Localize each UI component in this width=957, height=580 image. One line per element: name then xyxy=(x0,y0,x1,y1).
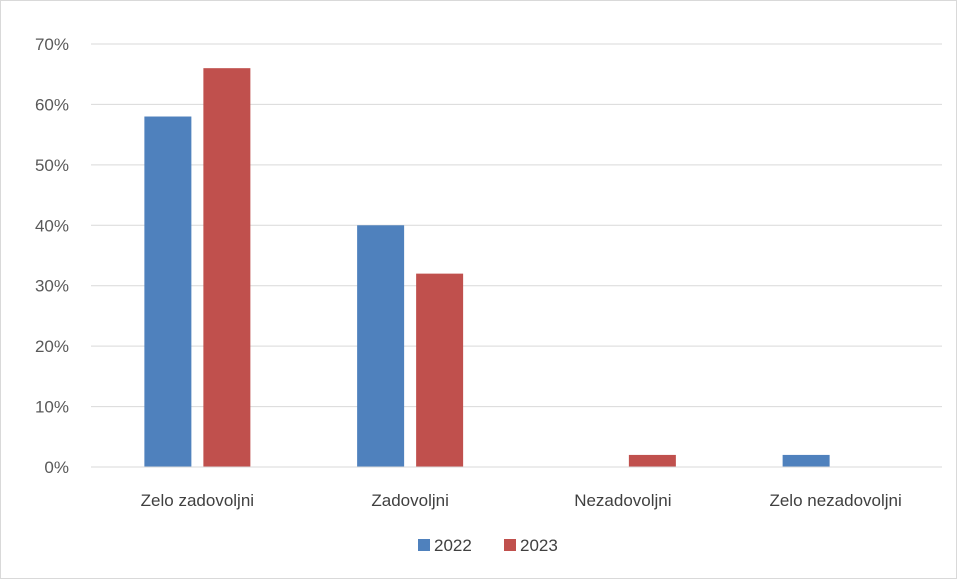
bar-2022-1 xyxy=(357,225,405,467)
y-tick-label: 0% xyxy=(44,458,69,477)
x-category-label: Zadovoljni xyxy=(371,491,449,510)
x-category-label: Nezadovoljni xyxy=(574,491,671,510)
y-tick-label: 40% xyxy=(35,216,69,235)
y-tick-label: 30% xyxy=(35,277,69,296)
y-tick-label: 20% xyxy=(35,337,69,356)
bar-2022-0 xyxy=(144,116,192,467)
legend-swatch-2023 xyxy=(504,539,516,551)
bar-2022-3 xyxy=(782,454,830,467)
bar-2023-0 xyxy=(203,68,251,468)
legend-swatch-2022 xyxy=(418,539,430,551)
bar-2023-2 xyxy=(628,454,676,467)
y-tick-label: 50% xyxy=(35,156,69,175)
y-tick-label: 70% xyxy=(35,35,69,54)
bars xyxy=(144,68,830,468)
x-axis-category-labels: Zelo zadovoljni Zadovoljni Nezadovoljni Zel… xyxy=(141,491,902,510)
y-axis-tick-labels: 0% 10% 20% 30% 40% 50% 60% 70% xyxy=(35,35,69,477)
x-category-label: Zelo zadovoljni xyxy=(141,491,254,510)
legend-label-2023: 2023 xyxy=(520,536,558,555)
x-category-label: Zelo nezadovoljni xyxy=(769,491,901,510)
legend: 2022 2023 xyxy=(418,536,558,555)
bar-2023-1 xyxy=(416,273,464,467)
y-tick-label: 60% xyxy=(35,95,69,114)
y-tick-label: 10% xyxy=(35,398,69,417)
legend-label-2022: 2022 xyxy=(434,536,472,555)
